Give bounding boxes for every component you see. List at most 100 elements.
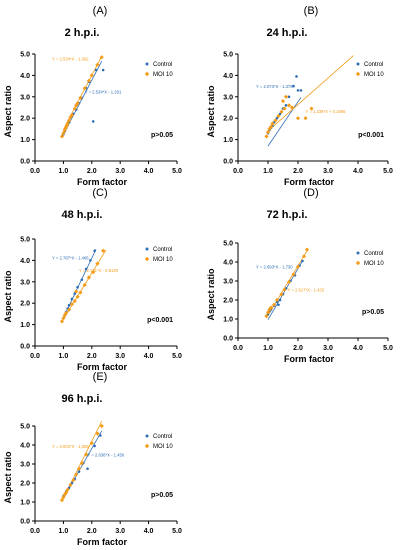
panel-e-y-tick-label: 3.0 xyxy=(20,462,30,469)
panel-c-moi-point xyxy=(69,302,75,307)
panel-a-fit-equation: Y = 2.534*X - 1.291 xyxy=(85,90,122,95)
panel-d-moi-point xyxy=(279,292,284,297)
panel-e-x-tick-label: 5.0 xyxy=(172,528,182,535)
panel-b-control-point xyxy=(287,95,291,99)
panel-e-legend-label: MOI 10 xyxy=(153,444,173,450)
panel-e-moi-point xyxy=(99,423,104,429)
panel-e-x-axis-label: Form factor xyxy=(77,537,128,547)
panel-e-y-tick-label: 5.0 xyxy=(20,424,30,431)
panel-d-y-tick-label: 2.0 xyxy=(223,298,233,305)
panel-b-legend-label: MOI 10 xyxy=(364,72,384,78)
panel-a-moi-point xyxy=(61,131,66,136)
panel-c-x-tick-label: 0.0 xyxy=(30,353,40,360)
panel-d-fit-equation: Y = 2.617*X - 1.433 xyxy=(288,287,325,292)
panel-e-moi-point xyxy=(95,431,100,436)
panel-c-x-tick-label: 5.0 xyxy=(172,353,182,360)
panel-e-legend-label: Control xyxy=(153,434,172,440)
panel-c-y-tick-label: 1.0 xyxy=(20,322,30,329)
panel-c-moi-point xyxy=(91,270,96,275)
panel-d-legend-marker-control xyxy=(356,251,360,255)
panel-e-x-tick-label: 1.0 xyxy=(59,528,69,535)
panel-c-control-point xyxy=(70,297,74,301)
panel-b-moi-point xyxy=(309,106,314,111)
panel-c-x-axis-label: Form factor xyxy=(77,362,128,372)
panel-b-moi-point xyxy=(279,109,284,114)
panel-b-control-point xyxy=(295,75,298,78)
panel-a-moi-point xyxy=(64,123,69,128)
panel-e-moi-point xyxy=(84,452,89,457)
panel-b-control-point xyxy=(292,84,295,88)
panel-d-y-tick-label: 5.0 xyxy=(223,241,233,248)
panel-e-y-axis-label: Aspect ratio xyxy=(3,451,13,504)
panel-d-title: 72 h.p.i. xyxy=(267,209,308,221)
panel-d-x-tick-label: 3.0 xyxy=(323,345,333,352)
panel-d-x-axis-label: Form factor xyxy=(284,354,335,364)
panel-e-control-point xyxy=(99,434,102,437)
panel-b-moi-point xyxy=(289,105,295,110)
panel-c-moi-point xyxy=(64,310,69,315)
panel-d-x-tick-label: 1.0 xyxy=(263,345,273,352)
panel-c-moi-point xyxy=(86,275,92,280)
panel-e-moi-point xyxy=(89,441,94,446)
panel-b-y-tick-label: 0.0 xyxy=(223,159,233,166)
panel-e-moi-point xyxy=(76,466,82,471)
panel-c-control-point xyxy=(73,292,77,295)
panel-c-y-tick-label: 5.0 xyxy=(20,237,30,244)
panel-e-x-tick-label: 0.0 xyxy=(30,528,40,535)
panel-c-moi-point xyxy=(62,312,67,318)
panel-b-x-tick-label: 5.0 xyxy=(383,168,393,175)
panel-d-control-point xyxy=(277,303,280,307)
panel-d-moi-point xyxy=(301,254,307,259)
panel-b-legend-marker-moi xyxy=(355,71,361,77)
panel-b-x-tick-label: 4.0 xyxy=(353,168,363,175)
panel-c-legend-label: Control xyxy=(153,247,172,253)
panel-d-moi-point xyxy=(274,297,280,303)
panel-d-y-tick-label: 1.0 xyxy=(223,317,233,324)
panel-e-x-tick-label: 3.0 xyxy=(115,528,125,535)
panel-a-x-tick-label: 5.0 xyxy=(172,168,182,175)
panel-b-control-point xyxy=(299,89,303,92)
panel-c-moi-point xyxy=(59,319,65,324)
panel-e-moi-point xyxy=(71,478,76,483)
panel-d-moi-point xyxy=(265,310,271,315)
panel-d-moi-point xyxy=(291,272,296,277)
panel-c-moi-point xyxy=(61,316,66,321)
panel-c-letter: (C) xyxy=(92,187,107,199)
panel-c-control-point xyxy=(84,267,88,271)
panel-e-legend-marker-moi xyxy=(144,443,150,449)
panel-e-moi-point xyxy=(62,492,67,497)
panel-e-y-tick-label: 1.0 xyxy=(20,500,30,507)
panel-b-moi-point xyxy=(276,113,281,119)
panel-e-fit-equation: Y = 2.636*X - 1.456 xyxy=(88,452,125,457)
panel-c-fit-equation: Y = 2.161*X - 0.9130 xyxy=(79,268,119,273)
panel-c-x-tick-label: 3.0 xyxy=(115,353,125,360)
panel-c-moi-point xyxy=(95,261,100,266)
panel-b-y-tick-label: 1.0 xyxy=(223,137,233,144)
panel-c-x-tick-label: 4.0 xyxy=(144,353,154,360)
panel-e-moi-point xyxy=(74,472,79,477)
panel-c-x-tick-label: 2.0 xyxy=(87,353,97,360)
panel-c-y-tick-label: 0.0 xyxy=(20,344,30,351)
panel-b-y-axis-label: Aspect ratio xyxy=(206,85,216,138)
panel-a-moi-point xyxy=(59,134,65,139)
panel-a-control-point xyxy=(101,68,105,72)
panel-a-y-axis-label: Aspect ratio xyxy=(3,85,13,138)
panel-c-legend-marker-moi xyxy=(144,256,150,262)
panel-d-x-tick-label: 0.0 xyxy=(233,345,243,352)
panel-b-legend-label: Control xyxy=(364,62,383,68)
panel-a-x-tick-label: 4.0 xyxy=(144,168,154,175)
panel-a-moi-point xyxy=(72,106,77,111)
panel-b-moi-point xyxy=(295,116,301,121)
panel-b-x-tick-label: 1.0 xyxy=(263,168,273,175)
panel-d-moi-point xyxy=(282,287,287,292)
panel-e-x-tick-label: 4.0 xyxy=(144,528,154,535)
panel-d-legend-marker-moi xyxy=(355,260,361,266)
panel-e-legend-marker-control xyxy=(145,434,149,438)
panel-d-legend-label: MOI 10 xyxy=(364,261,384,267)
panel-c-moi-point xyxy=(78,290,83,295)
panel-d-x-tick-label: 5.0 xyxy=(383,345,393,352)
panel-a-moi-point xyxy=(86,78,92,83)
panel-a-legend-label: Control xyxy=(153,62,172,68)
panel-b-control-point xyxy=(275,116,279,120)
panel-b-moi-point xyxy=(282,106,287,111)
